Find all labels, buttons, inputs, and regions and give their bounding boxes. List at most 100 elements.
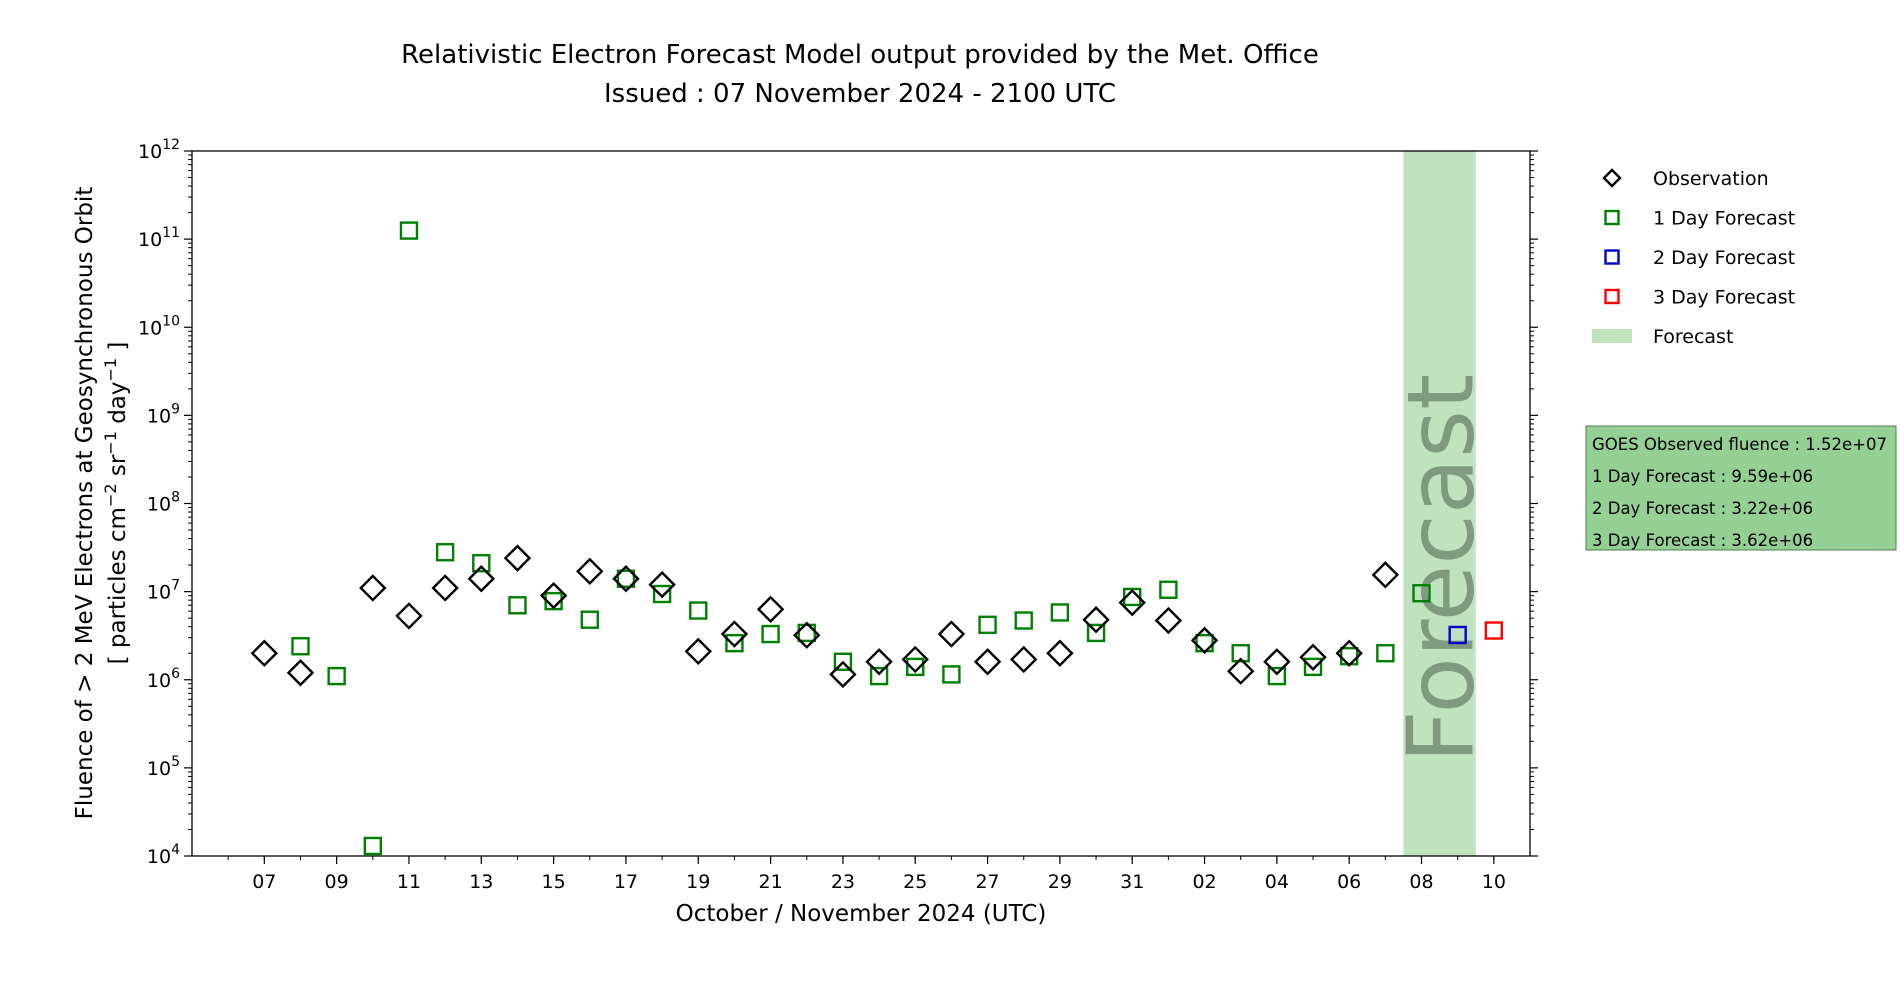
legend-label: 2 Day Forecast [1653, 247, 1795, 269]
forecast-point [942, 665, 961, 684]
observation-point [250, 639, 279, 667]
x-tick-label: 08 [1409, 871, 1433, 893]
y-tick-label: 104 [147, 842, 180, 868]
observation-point [359, 574, 387, 602]
observation-point [1118, 588, 1146, 617]
forecast-point [580, 610, 599, 629]
data-markers [250, 221, 1504, 856]
y-tick-label: 1012 [138, 137, 180, 163]
observation-point [1082, 606, 1110, 634]
ylabel-superscript: −2 [101, 483, 120, 507]
y-tick-label: 1011 [138, 225, 180, 251]
forecast-point [978, 615, 997, 635]
plot-area [191, 150, 1531, 857]
forecast-point [399, 221, 419, 240]
info-box-background [1585, 425, 1897, 551]
observation-point [1263, 648, 1291, 676]
observation-point [937, 620, 966, 648]
x-tick-label: 31 [1120, 871, 1144, 893]
y-tick-label: 106 [147, 666, 180, 692]
observation-point [1371, 561, 1400, 589]
forecast-point [363, 836, 383, 856]
observation-point [1335, 639, 1363, 667]
observation-point [612, 565, 640, 593]
info-line: GOES Observed fluence : 1.52e+07 [1592, 435, 1887, 454]
forecast-point [906, 657, 925, 677]
x-tick-label: 04 [1265, 871, 1289, 893]
x-tick-label: 23 [831, 871, 855, 893]
info-line: 2 Day Forecast : 3.22e+06 [1592, 499, 1813, 518]
series-3-day-forecast [1484, 621, 1504, 640]
info-box: GOES Observed fluence : 1.52e+07 1 Day Fo… [1585, 425, 1897, 551]
forecast-point [725, 633, 744, 653]
x-tick-label: 17 [614, 871, 638, 893]
x-tick-label: 29 [1048, 871, 1072, 893]
x-tick-label: 21 [759, 871, 783, 893]
observation-point [503, 544, 532, 572]
forecast-point [1050, 603, 1070, 622]
legend-label: 1 Day Forecast [1653, 208, 1795, 230]
legend-square-swatch [1604, 288, 1620, 305]
y-tick-label: 1010 [138, 313, 180, 339]
y-axis-ticks: 104 105 106 107 108 109 1010 1011 1012 [138, 137, 1538, 868]
x-tick-label: 06 [1337, 871, 1361, 893]
info-line: 3 Day Forecast : 3.62e+06 [1592, 531, 1813, 550]
forecast-point [761, 624, 780, 644]
observation-point [467, 565, 495, 593]
y-tick-label: 107 [147, 578, 180, 604]
forecast-band-label: Forecast [1388, 374, 1495, 763]
forecast-point [869, 666, 889, 686]
ylabel-part: day [105, 381, 131, 431]
forecast-point [291, 637, 310, 656]
forecast-point [1448, 625, 1467, 645]
x-tick-label: 11 [397, 871, 421, 893]
ylabel-part: sr [105, 454, 131, 483]
x-tick-label: 25 [903, 871, 927, 893]
ylabel-superscript: −1 [101, 431, 120, 455]
observation-point [829, 660, 857, 689]
observation-point [756, 595, 785, 624]
ylabel-part: [ particles cm [105, 507, 131, 664]
forecast-point [1484, 621, 1504, 640]
y-axis-label-line2: [ particles cm−2 sr−1 day−1 ] [101, 342, 131, 665]
x-tick-label: 27 [975, 871, 999, 893]
forecast-point [652, 584, 672, 604]
forecast-point [472, 554, 491, 573]
observation-point [1190, 626, 1219, 655]
observation-point [1227, 657, 1255, 685]
x-tick-label: 19 [686, 871, 710, 893]
legend-label: 3 Day Forecast [1653, 287, 1795, 309]
forecast-point [327, 666, 346, 686]
observation-point [901, 645, 929, 674]
x-tick-label: 10 [1482, 871, 1506, 893]
observation-point [1046, 639, 1074, 667]
y-tick-label: 105 [147, 754, 180, 780]
legend-label: Observation [1653, 168, 1769, 190]
forecast-point [689, 601, 708, 620]
observation-point [720, 620, 749, 648]
x-tick-label: 07 [252, 871, 276, 893]
observation-point [793, 621, 821, 649]
legend-square-swatch [1604, 209, 1620, 226]
x-axis-label: October / November 2024 (UTC) [676, 901, 1047, 927]
info-line: 1 Day Forecast : 9.59e+06 [1592, 467, 1813, 486]
observation-point [648, 570, 676, 599]
observation-point [576, 557, 604, 586]
forecast-point [1303, 657, 1323, 677]
forecast-point [1086, 623, 1106, 643]
forecast-point [1159, 580, 1178, 599]
forecast-band-layer: Forecast [1388, 151, 1495, 856]
observation-point [431, 574, 459, 602]
forecast-point [616, 569, 636, 588]
observation-point [539, 581, 568, 610]
forecast-band [1403, 151, 1476, 856]
forecast-point [508, 596, 527, 615]
legend: Observation 1 Day Forecast 2 Day Forecast 3… [1592, 168, 1795, 348]
y-axis-label-line1: Fluence of > 2 MeV Electrons at Geosynch… [72, 187, 98, 820]
y-tick-label: 108 [147, 490, 180, 516]
legend-square-swatch [1604, 249, 1620, 265]
forecast-point [1195, 633, 1214, 653]
legend-band-swatch [1592, 329, 1632, 343]
series-1-day-forecast [291, 221, 1431, 856]
